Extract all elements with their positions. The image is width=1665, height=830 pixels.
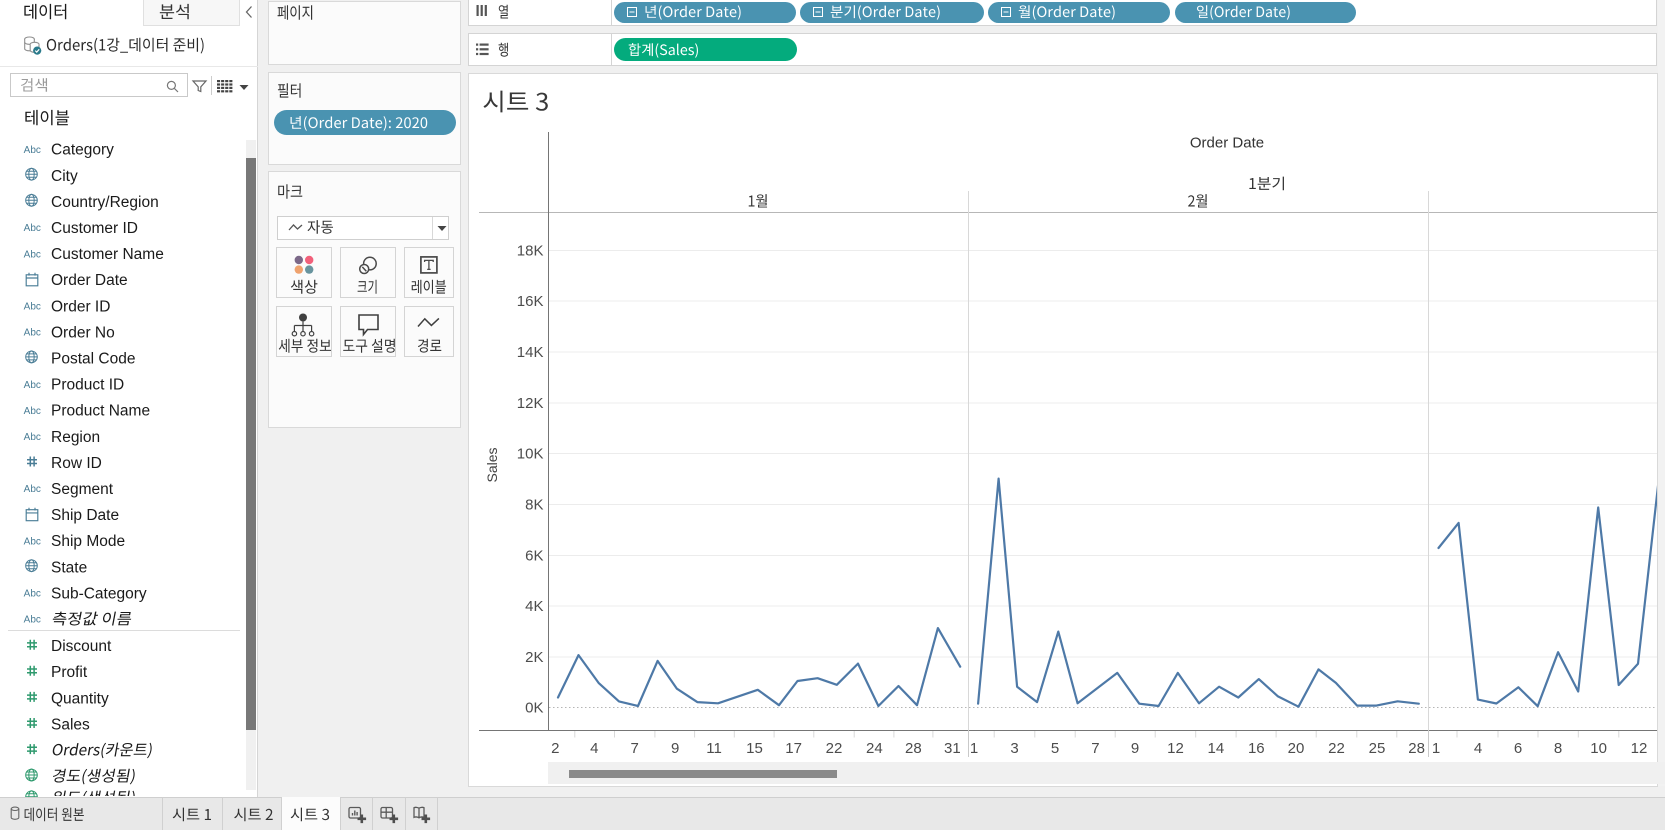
svg-text:5: 5 xyxy=(1051,740,1059,757)
svg-text:Order Date: Order Date xyxy=(1190,135,1264,152)
svg-text:Product Name: Product Name xyxy=(51,403,150,420)
svg-text:Abc: Abc xyxy=(24,223,41,234)
svg-text:Sales: Sales xyxy=(51,716,90,733)
svg-text:Sales: Sales xyxy=(484,447,500,482)
svg-text:Category: Category xyxy=(51,142,114,159)
svg-text:11: 11 xyxy=(706,740,722,757)
svg-text:Abc: Abc xyxy=(24,249,41,260)
svg-text:9: 9 xyxy=(671,740,679,757)
svg-text:24: 24 xyxy=(866,740,883,757)
svg-text:8: 8 xyxy=(1554,740,1562,757)
svg-text:10K: 10K xyxy=(517,446,544,463)
svg-text:25: 25 xyxy=(1369,740,1386,757)
svg-text:Customer Name: Customer Name xyxy=(51,246,164,263)
svg-text:31: 31 xyxy=(944,740,961,757)
svg-text:Quantity: Quantity xyxy=(51,690,109,707)
svg-text:Abc: Abc xyxy=(24,145,41,156)
svg-text:0K: 0K xyxy=(525,700,543,717)
svg-text:Abc: Abc xyxy=(24,589,41,600)
svg-text:12: 12 xyxy=(1167,740,1184,757)
svg-text:10: 10 xyxy=(1590,740,1607,757)
svg-text:Order Date: Order Date xyxy=(51,272,128,289)
svg-text:Abc: Abc xyxy=(24,302,41,313)
svg-text:15: 15 xyxy=(746,740,763,757)
svg-text:4: 4 xyxy=(1474,740,1482,757)
svg-text:Discount: Discount xyxy=(51,638,112,655)
svg-text:16K: 16K xyxy=(517,293,544,310)
svg-text:14: 14 xyxy=(1208,740,1225,757)
svg-text:Abc: Abc xyxy=(24,536,41,547)
svg-text:7: 7 xyxy=(1091,740,1099,757)
svg-text:Product ID: Product ID xyxy=(51,377,124,394)
svg-text:Abc: Abc xyxy=(24,328,41,339)
svg-text:12K: 12K xyxy=(517,395,544,412)
svg-text:6: 6 xyxy=(1514,740,1522,757)
svg-text:Abc: Abc xyxy=(24,432,41,443)
svg-text:3: 3 xyxy=(1010,740,1018,757)
svg-text:Order ID: Order ID xyxy=(51,298,110,315)
svg-text:28: 28 xyxy=(1408,740,1425,757)
svg-text:16: 16 xyxy=(1248,740,1265,757)
svg-text:1: 1 xyxy=(970,740,978,757)
svg-text:18K: 18K xyxy=(517,243,544,260)
svg-text:Abc: Abc xyxy=(24,380,41,391)
svg-text:Abc: Abc xyxy=(24,484,41,495)
svg-text:State: State xyxy=(51,559,87,576)
svg-text:Profit: Profit xyxy=(51,664,88,681)
svg-text:9: 9 xyxy=(1131,740,1139,757)
svg-text:2: 2 xyxy=(551,740,559,757)
svg-text:Region: Region xyxy=(51,429,100,446)
svg-text:Customer ID: Customer ID xyxy=(51,220,138,237)
svg-text:2K: 2K xyxy=(525,649,543,666)
svg-text:Ship Mode: Ship Mode xyxy=(51,533,125,550)
svg-text:Segment: Segment xyxy=(51,481,114,498)
svg-text:4: 4 xyxy=(590,740,598,757)
svg-text:Abc: Abc xyxy=(24,406,41,417)
svg-text:Row ID: Row ID xyxy=(51,455,102,472)
svg-text:6K: 6K xyxy=(525,548,543,565)
svg-text:4K: 4K xyxy=(525,598,543,615)
svg-text:7: 7 xyxy=(631,740,639,757)
svg-text:8K: 8K xyxy=(525,497,543,514)
svg-text:Order No: Order No xyxy=(51,324,115,341)
svg-text:14K: 14K xyxy=(517,344,544,361)
svg-text:Postal Code: Postal Code xyxy=(51,351,135,368)
svg-text:20: 20 xyxy=(1288,740,1305,757)
svg-text:12: 12 xyxy=(1631,740,1648,757)
svg-text:Sub-Category: Sub-Category xyxy=(51,585,147,602)
svg-text:City: City xyxy=(51,168,78,185)
svg-text:Ship Date: Ship Date xyxy=(51,507,119,524)
svg-text:17: 17 xyxy=(785,740,802,757)
svg-text:22: 22 xyxy=(1328,740,1345,757)
svg-text:Country/Region: Country/Region xyxy=(51,194,159,211)
svg-text:Abc: Abc xyxy=(24,615,41,626)
svg-text:1: 1 xyxy=(1432,740,1440,757)
svg-text:22: 22 xyxy=(826,740,843,757)
svg-text:28: 28 xyxy=(905,740,922,757)
